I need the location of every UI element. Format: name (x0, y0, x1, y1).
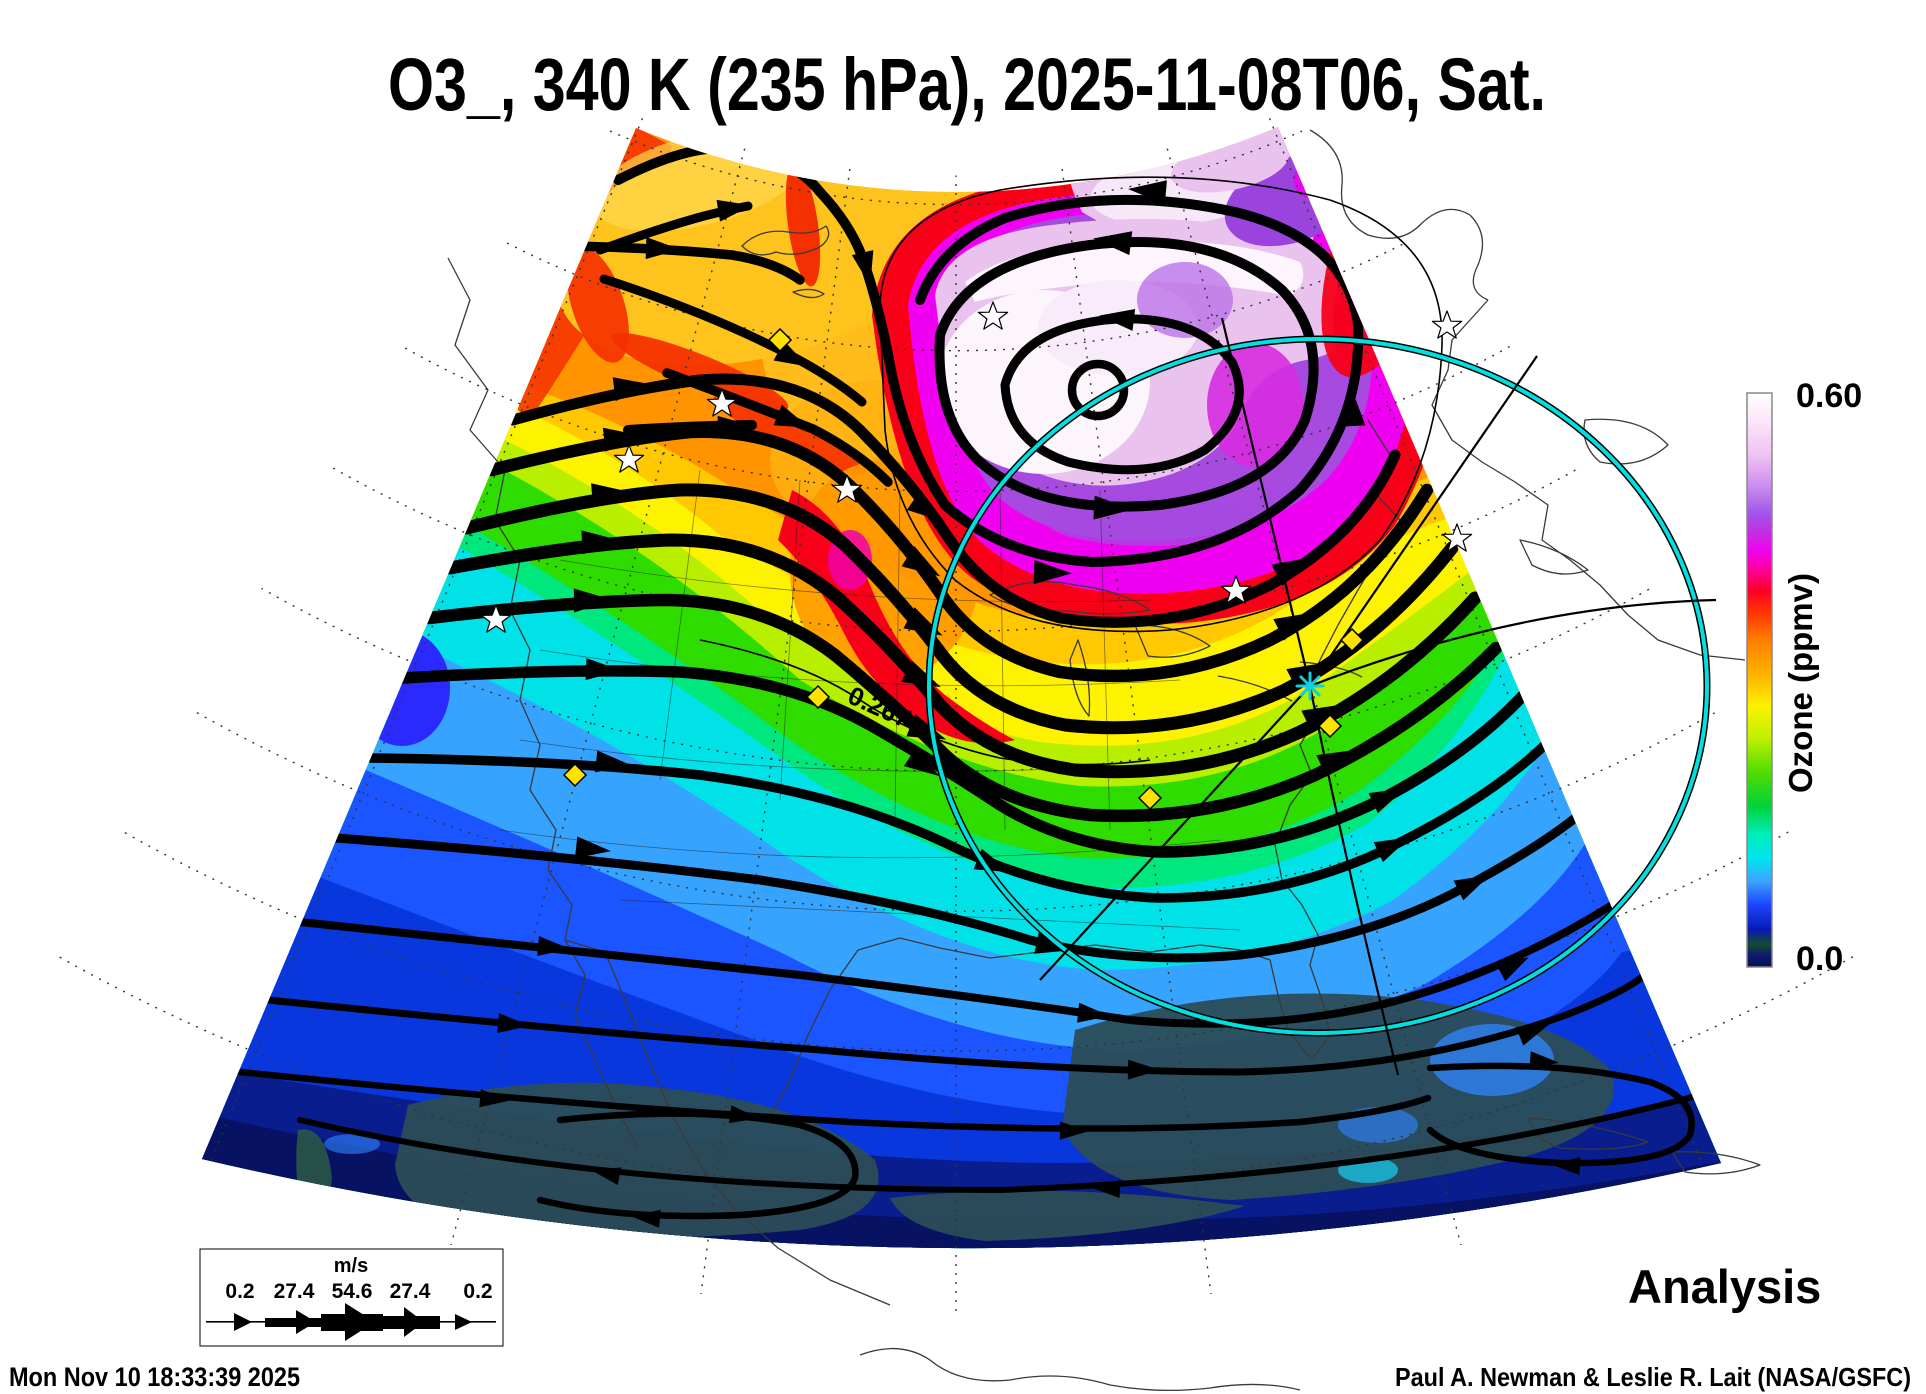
svg-text:0.2: 0.2 (225, 1280, 254, 1303)
svg-text:Mon Nov 10 18:33:39 2025: Mon Nov 10 18:33:39 2025 (9, 1362, 300, 1392)
svg-text:Ozone (ppmv): Ozone (ppmv) (1782, 573, 1819, 793)
svg-text:0.2: 0.2 (463, 1280, 492, 1303)
svg-text:Paul A. Newman & Leslie R. Lai: Paul A. Newman & Leslie R. Lait (NASA/GS… (1395, 1362, 1911, 1392)
svg-text:54.6: 54.6 (332, 1280, 373, 1303)
svg-text:O3_, 340 K (235 hPa), 2025-11-: O3_, 340 K (235 hPa), 2025-11-08T06, Sat… (388, 43, 1546, 126)
svg-text:Analysis: Analysis (1628, 1260, 1821, 1313)
svg-text:27.4: 27.4 (390, 1280, 431, 1303)
svg-text:0.0: 0.0 (1796, 940, 1843, 978)
svg-text:27.4: 27.4 (274, 1280, 315, 1303)
svg-text:m/s: m/s (334, 1255, 368, 1277)
svg-text:0.60: 0.60 (1796, 377, 1862, 415)
